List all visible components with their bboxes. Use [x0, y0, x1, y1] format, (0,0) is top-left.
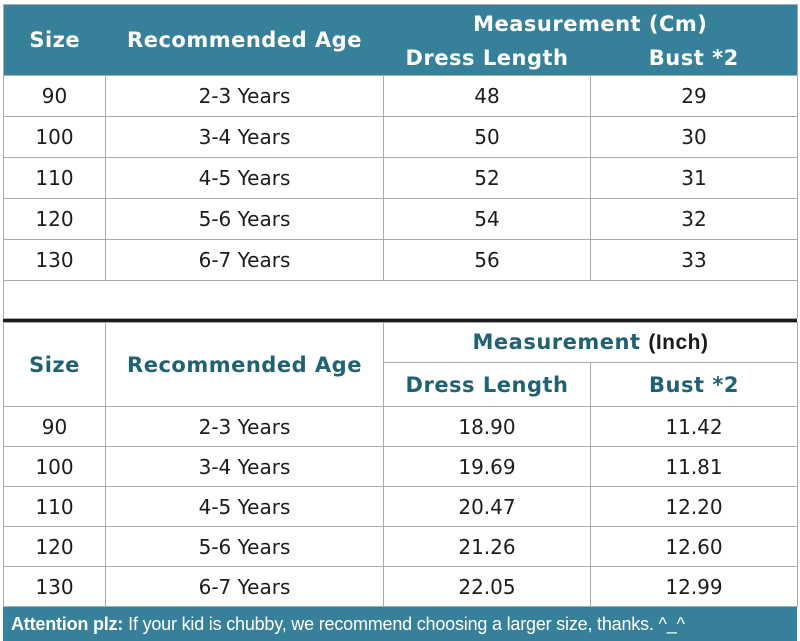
size-cell: 130 [3, 566, 106, 607]
dress-length-cell: 21.26 [383, 526, 591, 567]
inch-bust-column-header: Bust *2 [589, 362, 799, 407]
empty-cell [3, 280, 798, 319]
bust-cell: 32 [590, 198, 798, 240]
age-cell: 5-6 Years [105, 198, 384, 240]
cm-measurement-header: Measurement (Cm) [383, 4, 798, 40]
size-cell: 100 [3, 116, 106, 158]
inch-dress-length-column-header: Dress Length [383, 362, 591, 407]
dress-length-cell: 52 [383, 157, 591, 199]
age-cell: 4-5 Years [105, 157, 384, 199]
size-cell: 110 [3, 486, 106, 527]
size-cell: 90 [3, 406, 106, 447]
inch-age-column-header: Recommended Age [105, 322, 384, 407]
table-row: 130 6-7 Years 22.05 12.99 [3, 566, 799, 607]
table-row: 90 2-3 Years 18.90 11.42 [3, 406, 799, 447]
size-cell: 110 [3, 157, 106, 199]
size-chart: Size Recommended Age Measurement (Cm) Dr… [3, 4, 799, 641]
bust-cell: 12.60 [589, 526, 799, 567]
bust-cell: 11.81 [589, 446, 799, 487]
bust-cell: 12.20 [589, 486, 799, 527]
attention-note-label: Attention plz: [11, 613, 124, 634]
age-cell: 4-5 Years [105, 486, 384, 527]
inch-table-header: Size Recommended Age Measurement (Inch) … [3, 322, 799, 407]
size-cell: 90 [3, 75, 106, 117]
cm-dress-length-column-header: Dress Length [383, 40, 591, 76]
attention-note: Attention plz: If your kid is chubby, we… [3, 607, 797, 641]
dress-length-cell: 48 [383, 75, 591, 117]
bust-cell: 33 [590, 239, 798, 281]
size-cell: 120 [3, 198, 106, 240]
table-row: 120 5-6 Years 21.26 12.60 [3, 526, 799, 567]
bust-cell: 31 [590, 157, 798, 199]
table-divider [3, 319, 797, 322]
size-cell: 100 [3, 446, 106, 487]
dress-length-cell: 56 [383, 239, 591, 281]
bust-cell: 29 [590, 75, 798, 117]
age-cell: 3-4 Years [105, 116, 384, 158]
table-row: 130 6-7 Years 56 33 [3, 239, 798, 281]
size-chart-inch-table: Size Recommended Age Measurement (Inch) … [3, 322, 799, 607]
bust-cell: 30 [590, 116, 798, 158]
cm-bust-column-header: Bust *2 [590, 40, 798, 76]
age-cell: 6-7 Years [105, 239, 384, 281]
age-cell: 3-4 Years [105, 446, 384, 487]
age-cell: 2-3 Years [105, 75, 384, 117]
table-row: 100 3-4 Years 19.69 11.81 [3, 446, 799, 487]
measurement-label: Measurement [472, 330, 641, 354]
dress-length-cell: 50 [383, 116, 591, 158]
table-row: 110 4-5 Years 20.47 12.20 [3, 486, 799, 527]
dress-length-cell: 20.47 [383, 486, 591, 527]
size-cell: 120 [3, 526, 106, 567]
inch-size-column-header: Size [3, 322, 106, 407]
dress-length-cell: 19.69 [383, 446, 591, 487]
table-row: 120 5-6 Years 54 32 [3, 198, 798, 240]
size-cell: 130 [3, 239, 106, 281]
age-cell: 5-6 Years [105, 526, 384, 567]
attention-note-text: If your kid is chubby, we recommend choo… [128, 613, 685, 634]
bust-cell: 11.42 [589, 406, 799, 447]
table-row: 100 3-4 Years 50 30 [3, 116, 798, 158]
dress-length-cell: 22.05 [383, 566, 591, 607]
cm-age-column-header: Recommended Age [105, 4, 384, 76]
table-row: 110 4-5 Years 52 31 [3, 157, 798, 199]
table-row: 90 2-3 Years 48 29 [3, 75, 798, 117]
size-chart-cm-table: Size Recommended Age Measurement (Cm) Dr… [3, 4, 798, 319]
cm-size-column-header: Size [3, 4, 106, 76]
dress-length-cell: 18.90 [383, 406, 591, 447]
spacer-row [3, 280, 798, 319]
inch-unit-label: (Inch) [648, 331, 709, 354]
age-cell: 6-7 Years [105, 566, 384, 607]
age-cell: 2-3 Years [105, 406, 384, 447]
inch-measurement-header: Measurement (Inch) [382, 322, 799, 363]
cm-table-header: Size Recommended Age Measurement (Cm) Dr… [3, 4, 798, 76]
dress-length-cell: 54 [383, 198, 591, 240]
bust-cell: 12.99 [589, 566, 799, 607]
